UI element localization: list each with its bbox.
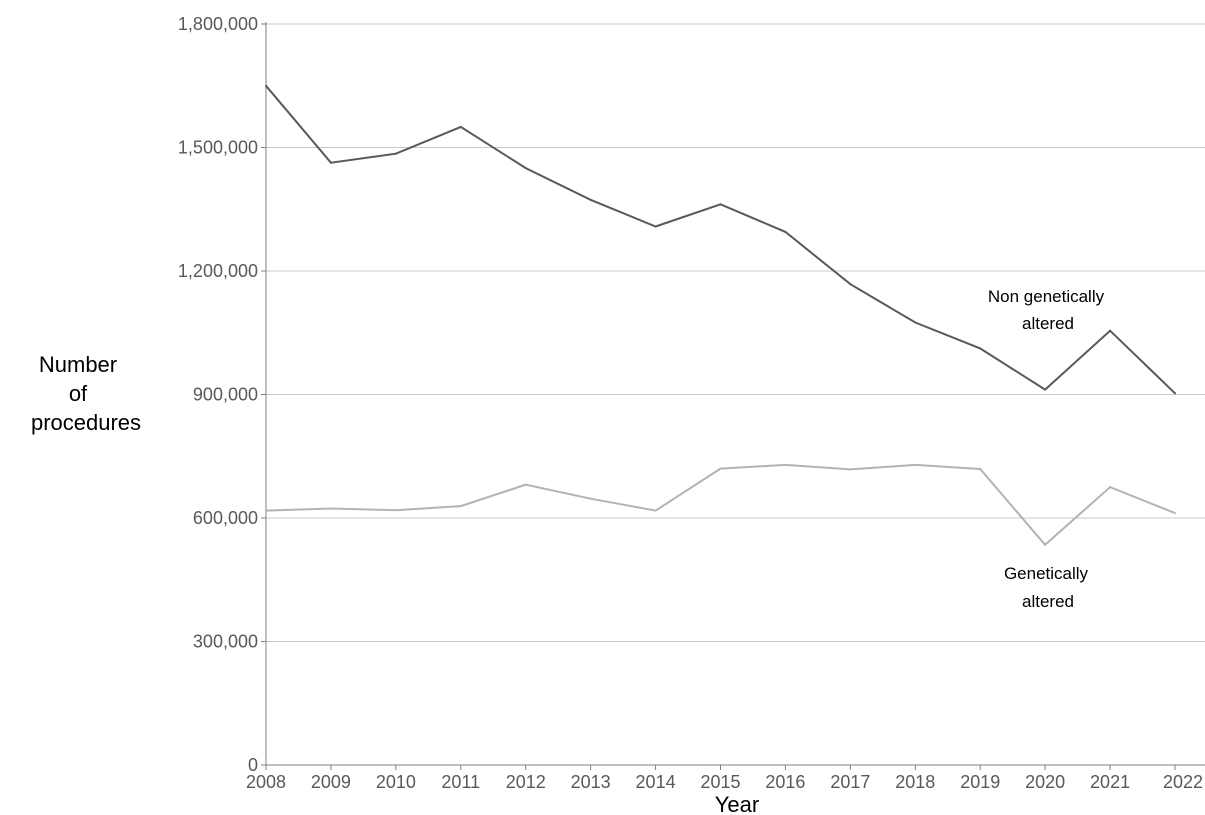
y-axis-title-line-1: Number: [39, 352, 117, 377]
x-tick-label-4: 2012: [506, 772, 546, 792]
series-line-0: [265, 85, 1176, 395]
series-0-point-2: [394, 152, 397, 155]
y-tick-label-2: 600,000: [193, 508, 258, 528]
series-1-point-11: [979, 468, 982, 471]
series-line-1: [265, 463, 1176, 547]
y-axis-title: Number of procedures: [31, 352, 141, 435]
series-0-point-11: [979, 347, 982, 350]
series-1-point-3: [459, 505, 462, 508]
x-tick-label-0: 2008: [246, 772, 286, 792]
x-tick-label-7: 2015: [700, 772, 740, 792]
series-label-0-line-0: Non genetically: [988, 287, 1105, 306]
x-tick-label-8: 2016: [765, 772, 805, 792]
series-label-1-line-1: altered: [1022, 592, 1074, 611]
series-0-point-13: [1109, 329, 1112, 332]
series-1-point-6: [654, 509, 657, 512]
x-tick-label-12: 2020: [1025, 772, 1065, 792]
x-axis-title: Year: [715, 792, 759, 815]
series-lines: [265, 84, 1176, 547]
x-tick-label-6: 2014: [636, 772, 676, 792]
y-tick-label-4: 1,200,000: [178, 261, 258, 281]
series-0-point-8: [784, 230, 787, 233]
series-0-point-6: [654, 225, 657, 228]
x-tick-label-10: 2018: [895, 772, 935, 792]
x-tick-labels: 2008 2009 2010 2011 2012 2013 2014 2015 2016 2017…: [246, 772, 1203, 792]
series-0-point-0: [265, 84, 267, 87]
series-0-point-12: [1044, 388, 1047, 391]
y-tick-label-3: 900,000: [193, 385, 258, 405]
y-axis-title-line-2: of: [69, 381, 88, 406]
axes: [261, 22, 1205, 770]
y-tick-label-5: 1,500,000: [178, 138, 258, 158]
x-tick-label-3: 2011: [441, 772, 480, 792]
series-0-point-10: [914, 321, 917, 324]
x-tick-label-2: 2010: [376, 772, 416, 792]
series-1-point-10: [914, 463, 917, 466]
series-1-point-13: [1109, 486, 1112, 489]
y-tick-label-6: 1,800,000: [178, 14, 258, 34]
series-label-0-line-1: altered: [1022, 314, 1074, 333]
series-1-point-12: [1044, 543, 1047, 546]
series-0-point-7: [719, 203, 722, 206]
x-tick-label-9: 2017: [830, 772, 870, 792]
series-label-1-line-0: Genetically: [1004, 564, 1089, 583]
series-0-point-9: [849, 283, 852, 286]
series-1-point-1: [329, 507, 332, 510]
x-tick-label-14: 2022: [1163, 772, 1203, 792]
series-0-point-14: [1174, 392, 1176, 395]
series-1-point-14: [1174, 512, 1176, 515]
series-0-point-5: [589, 198, 592, 201]
series-1-point-8: [784, 463, 787, 466]
gridlines: [266, 23, 1205, 642]
series-1-point-5: [589, 497, 592, 500]
y-axis-title-line-3: procedures: [31, 410, 141, 435]
y-tick-label-0: 0: [248, 755, 258, 775]
x-tick-label-13: 2021: [1090, 772, 1130, 792]
series-0-point-3: [459, 125, 462, 128]
series-1-point-7: [719, 467, 722, 470]
series-0-point-4: [524, 167, 527, 170]
y-tick-label-1: 300,000: [193, 632, 258, 652]
series-labels: Non genetically altered Genetically altered: [988, 287, 1105, 611]
series-1-point-4: [524, 483, 527, 486]
x-tick-label-1: 2009: [311, 772, 351, 792]
x-tick-label-5: 2013: [571, 772, 611, 792]
y-tick-labels: 0 300,000 600,000 900,000 1,200,000 1,500,000…: [178, 14, 258, 775]
series-1-point-9: [849, 468, 852, 471]
series-1-point-0: [265, 509, 267, 512]
x-tick-label-11: 2019: [960, 772, 1000, 792]
series-0-point-1: [329, 161, 332, 164]
series-1-point-2: [394, 509, 397, 512]
